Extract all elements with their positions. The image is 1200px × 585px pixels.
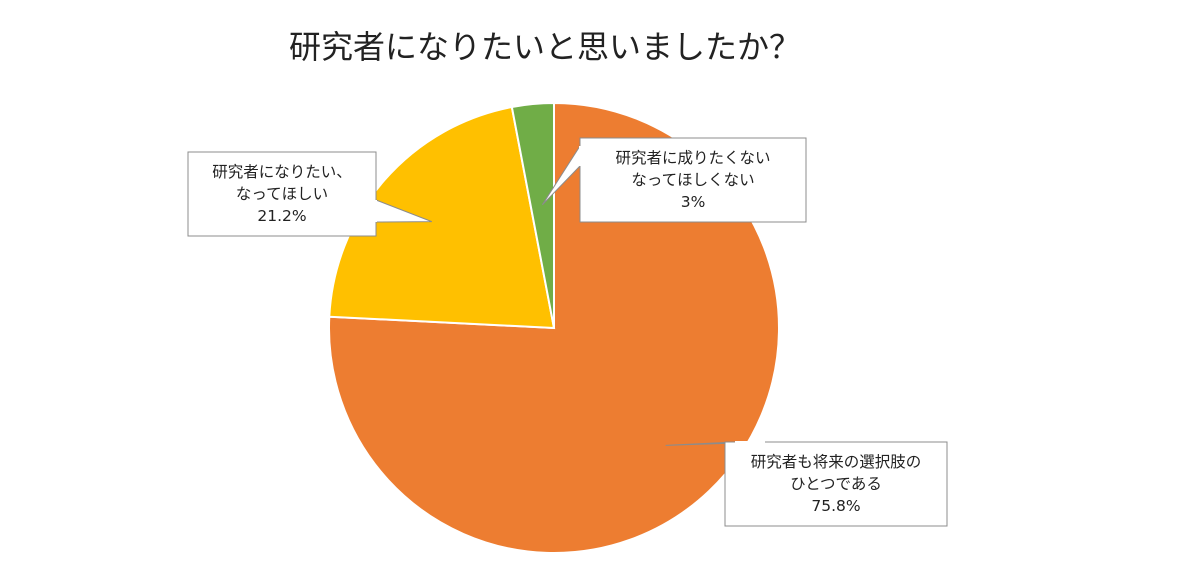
slice-category-label: なってほしくない [631, 171, 754, 189]
pie-slice-2 [510, 101, 555, 329]
slice-value-label: 75.8% [811, 497, 860, 515]
chart-title: 研究者になりたいと思いましたか？ [289, 28, 801, 66]
callout-box [187, 151, 377, 237]
slice-value-label: 3% [681, 193, 706, 211]
callout-box [579, 137, 807, 223]
slice-category-label: 研究者になりたい、 [212, 163, 352, 181]
slice-category-label: 研究者に成りたくない [615, 149, 770, 167]
slice-category-label: なってほしい [236, 185, 328, 203]
slice-value-label: 21.2% [257, 207, 306, 225]
callout-box [724, 441, 948, 527]
slice-category-label: 研究者も将来の選択肢の [751, 453, 922, 471]
pie-slice-1 [328, 105, 556, 330]
callout-1: 研究者になりたい、なってほしい 21.2% [187, 151, 432, 237]
slice-category-label: ひとつである [790, 475, 882, 493]
